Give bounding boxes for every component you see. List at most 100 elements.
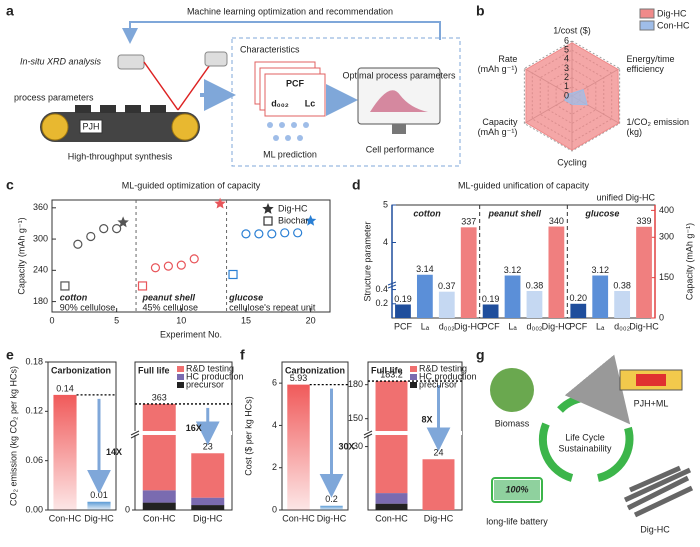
y-tick-label: 4: [272, 420, 277, 430]
bar: [395, 304, 411, 318]
loop-title: Machine learning optimization and recomm…: [187, 6, 393, 16]
annotation: unified Dig-HC: [596, 192, 655, 202]
panel-title: Carbonization: [285, 365, 345, 375]
bar: [592, 275, 609, 318]
group-note: cellulose's repeat unit: [229, 302, 316, 312]
x-tick-label: Dig-HC: [424, 513, 454, 523]
roller: [41, 113, 69, 141]
panel-label: b: [476, 3, 485, 19]
axis-label: (mAh g⁻¹): [478, 127, 518, 137]
circle-marker: [241, 229, 251, 239]
legend-swatch: [639, 20, 655, 31]
beam: [143, 61, 179, 111]
value-label: 340: [549, 216, 564, 226]
total-label: 24: [433, 448, 443, 458]
x-tick-label: Con-HC: [143, 513, 176, 523]
y2-tick-label: 400: [659, 205, 674, 215]
y-tick-label: 30: [353, 441, 363, 451]
feature: d₀₀₂: [271, 98, 289, 108]
ratio-label: 16X: [186, 423, 202, 433]
label: PJH+ML: [634, 398, 669, 408]
label: High-throughput synthesis: [68, 151, 173, 161]
group-note: 45% cellulose: [143, 302, 199, 312]
y-tick-label: 0.18: [25, 356, 43, 366]
value-label: 0.19: [394, 294, 412, 304]
sample: [150, 105, 166, 113]
x-tick-label: 5: [114, 315, 119, 325]
y-tick-label: 0.2: [375, 298, 388, 308]
x-tick-label: Dig-HC: [317, 513, 347, 523]
r-tick-label: 3: [564, 63, 569, 73]
y-tick-label: 0.4: [375, 284, 388, 294]
x-tick-label: Dig-HC: [193, 513, 223, 523]
panel-label: c: [6, 177, 14, 193]
y-axis-label: Structure parameter: [362, 221, 372, 301]
y-tick-label: 0.00: [25, 504, 43, 514]
panel-label: d: [352, 177, 361, 193]
y2-axis-label: Capacity (mAh g⁻¹): [684, 223, 694, 300]
x-tick-label: PCF: [482, 321, 501, 331]
total-label: 183.2: [380, 369, 403, 379]
panel-label: g: [476, 347, 485, 363]
value-label: 0.01: [90, 490, 108, 500]
x-tick-label: d₀₀₂: [526, 321, 542, 331]
detector: [204, 51, 228, 67]
square-marker: [263, 216, 273, 226]
label: Characteristics: [240, 44, 300, 54]
r-tick-label: 2: [564, 72, 569, 82]
x-tick-label: d₀₀₂: [439, 321, 455, 331]
bar-segment: [191, 453, 225, 498]
bar-segment: [375, 503, 408, 510]
network: [267, 122, 309, 141]
axis-break-mark: [130, 430, 140, 439]
panel-label: e: [6, 347, 14, 363]
circle-marker: [73, 239, 83, 249]
panel-title: Carbonization: [51, 365, 111, 375]
bar: [526, 290, 543, 318]
axis-label: 1/CO₂ emission: [627, 117, 690, 127]
square-marker: [228, 269, 238, 280]
legend-swatch: [410, 382, 417, 388]
total-label: 23: [203, 442, 213, 452]
ratio-label: 30X: [339, 442, 355, 452]
bar: [636, 226, 652, 318]
sample: [125, 105, 141, 113]
y-tick-label: 0: [125, 504, 130, 514]
x-tick-label: Lₐ: [508, 321, 517, 331]
y-tick-label: 240: [33, 265, 48, 275]
value-label: 3.12: [591, 265, 609, 275]
ml-box: [231, 37, 461, 167]
bar-segment: [375, 381, 408, 494]
x-tick-label: 20: [306, 315, 316, 325]
legend-swatch: [410, 374, 417, 380]
bar-segment: [375, 493, 408, 504]
x-tick-label: 10: [176, 315, 186, 325]
feature: PCF: [286, 78, 305, 88]
card: [264, 73, 326, 117]
value-label: 0.20: [570, 293, 588, 303]
legend-label: R&D testing: [186, 363, 234, 373]
axis-break-mark: [363, 430, 373, 439]
y-tick-label: 300: [33, 233, 48, 243]
bar: [482, 304, 499, 318]
circle-marker: [176, 260, 186, 270]
x-tick-label: Con-HC: [375, 513, 408, 523]
r-tick-label: 1: [564, 81, 569, 91]
legend-swatch: [410, 366, 417, 372]
plot-frame: [51, 199, 331, 313]
label: Life Cycle: [565, 432, 605, 442]
label: process parameters: [14, 92, 94, 102]
panel-title: Full life: [371, 365, 403, 375]
xrd-source: [117, 54, 145, 70]
star-marker: [304, 214, 317, 226]
y-tick-label: 0.06: [25, 455, 43, 465]
label: long-life battery: [486, 516, 548, 526]
x-tick-label: Con-HC: [282, 513, 315, 523]
pjh-box: [79, 119, 103, 134]
dig-hc-icon: [623, 465, 694, 518]
y-tick-label: 6: [272, 378, 277, 388]
legend-swatch: [177, 374, 184, 380]
bar: [504, 275, 521, 318]
y-tick-label: 150: [348, 413, 363, 423]
value-label: 0.38: [526, 280, 544, 290]
